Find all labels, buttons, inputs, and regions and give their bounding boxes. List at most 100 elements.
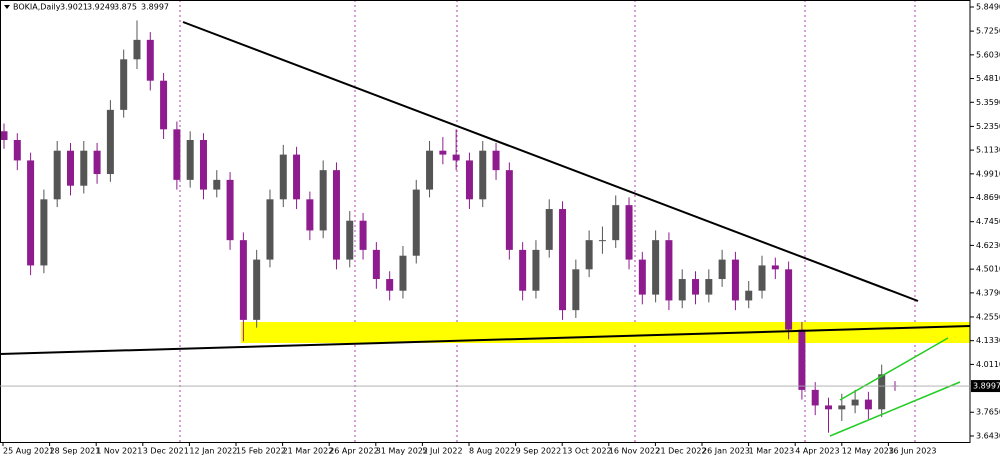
support-zone [241,322,970,343]
candle-body [692,279,700,295]
candle-body [864,399,872,410]
candle-body [53,150,61,200]
candle-body [146,39,154,81]
y-tick-label: 4.8690 [976,193,1000,202]
y-tick-label: 4.1330 [976,336,1000,345]
candle-body [705,279,713,295]
x-tick-label: 15 Feb 2022 [236,447,286,456]
candle-body [452,154,460,161]
candle-body [811,389,819,406]
y-tick-label: 5.2350 [976,122,1000,131]
candle-body [878,374,886,410]
x-tick-label: 26 Jan 2023 [702,447,750,456]
candle-body [386,279,394,291]
candle-body [80,150,88,186]
header: BOKIA,Daily 3.9021 3.9249 3.875 3.8997 [4,3,169,12]
candle-body [519,249,527,291]
x-tick-label: 12 May 2023 [842,447,894,456]
last-close: 3.8997 [141,3,169,12]
y-tick-label: 4.5010 [976,265,1000,274]
y-tick-label: 4.9910 [976,169,1000,178]
y-tick-label: 5.4810 [976,74,1000,83]
candle-body [239,240,247,320]
candle-body [798,329,806,390]
y-tick-label: 3.7650 [976,408,1000,417]
last-open: 3.9021 [60,3,88,12]
candle-body [678,279,686,301]
candle-body [306,199,314,231]
candle-body [253,259,261,320]
candle-body [226,179,234,241]
candle-body [492,150,500,171]
x-tick-label: 1 Nov 2021 [96,447,142,456]
candle-body [332,170,340,260]
x-tick-label: 13 Oct 2022 [562,447,611,456]
candle-body [758,265,766,291]
y-tick-label: 5.3590 [976,98,1000,107]
x-tick-label: 12 Jan 2022 [189,447,237,456]
candle-body [399,255,407,291]
y-tick-label: 4.3790 [976,288,1000,297]
candles [0,20,899,433]
y-tick-label: 3.6430 [976,431,1000,440]
x-tick-label: 4 Apr 2023 [795,447,839,456]
candle-body [785,269,793,330]
candle-body [718,259,726,280]
candle-body [505,170,513,250]
candle-body [372,249,380,280]
symbol-title: BOKIA,Daily [13,3,61,12]
candle-body [439,150,447,155]
candle-body [0,131,8,141]
x-tick-label: 21 Mar 2022 [283,447,334,456]
candle-body [106,109,114,175]
y-tick-label: 5.7250 [976,27,1000,36]
candle-body [612,205,620,241]
y-tick-label: 4.6230 [976,241,1000,250]
x-tick-label: 26 Apr 2022 [329,447,378,456]
y-tick-label: 4.0110 [976,360,1000,369]
candle-body [199,140,207,190]
x-tick-label: 28 Sep 2021 [50,447,101,456]
candle-body [40,199,48,266]
candle-body [293,154,301,200]
candle-body [27,160,35,266]
price-label: 3.8997 [973,382,1000,391]
plot-frame [0,0,971,443]
candle-body [13,140,21,161]
candle-body [186,140,194,180]
y-tick-label: 5.8490 [976,3,1000,12]
x-tick-label: 16 Jun 2023 [888,447,936,456]
period-separators [179,0,916,442]
candle-body [745,290,753,301]
candle-body [598,240,606,242]
candle-body [279,154,287,200]
candle-body [120,59,128,110]
x-tick-label: 5 Jul 2022 [422,447,462,456]
candle-body [93,150,101,175]
price-label-box [971,380,1000,393]
candle-body [465,160,473,200]
y-tick-label: 4.7450 [976,217,1000,226]
x-tick-label: 31 May 2022 [376,447,428,456]
last-low: 3.875 [114,3,137,12]
candle-body [771,265,779,270]
candle-body [426,150,434,190]
candle-body [266,199,274,260]
candle-body [625,205,633,260]
x-tick-label: 16 Nov 2022 [609,447,660,456]
y-tick-label: 5.6030 [976,50,1000,59]
candle-body [173,129,181,180]
last-high: 3.9249 [87,3,115,12]
x-tick-label: 1 Mar 2023 [749,447,795,456]
candle-body [585,240,593,270]
candle-body [66,150,74,186]
candle-body [359,220,367,250]
x-tick-label: 25 Aug 2021 [3,447,54,456]
candle-body [665,240,673,301]
y-tick-label: 5.1130 [976,146,1000,155]
candle-body [638,259,646,295]
candle-body [838,405,846,410]
candle-body [559,209,567,311]
candle-body [851,399,859,406]
